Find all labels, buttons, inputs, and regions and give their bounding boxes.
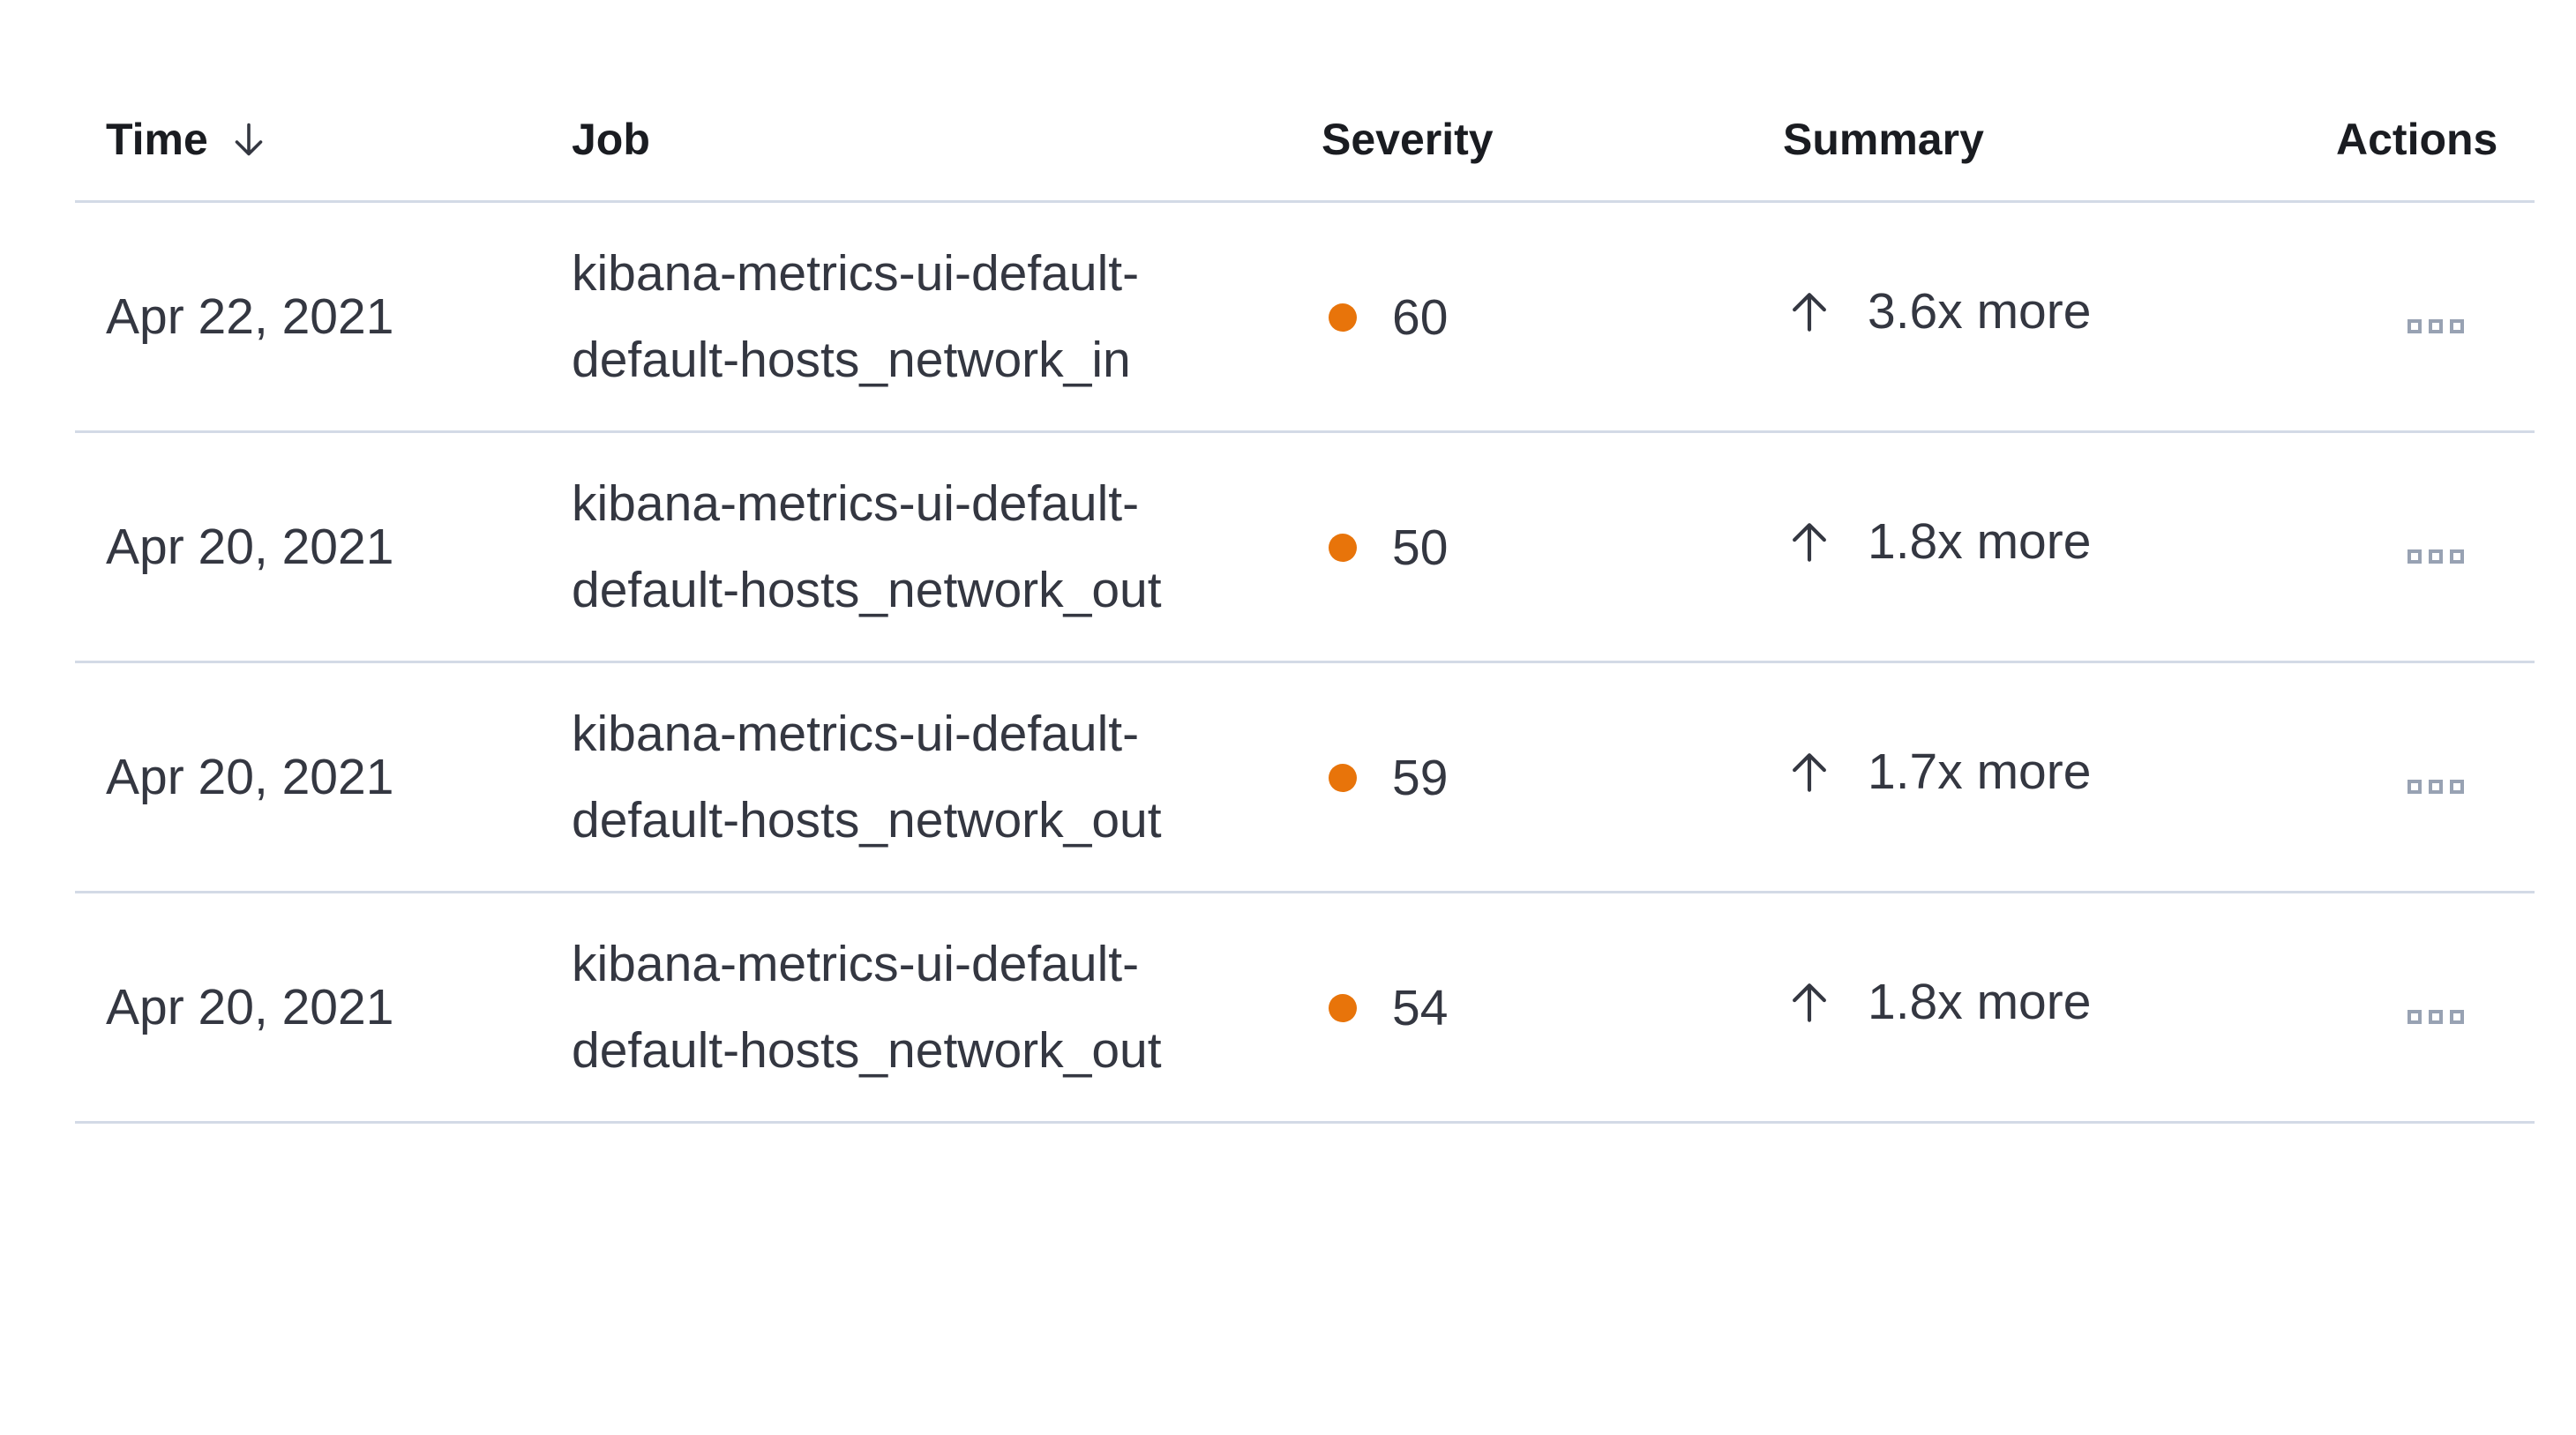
- column-header-job: Job: [572, 79, 1322, 203]
- severity-cell: 59: [1322, 661, 1783, 893]
- severity-dot-icon: [1329, 764, 1357, 792]
- column-header-severity: Severity: [1322, 79, 1783, 203]
- severity-cell: 54: [1322, 892, 1783, 1124]
- summary-cell: 3.6x more: [1783, 201, 2336, 433]
- severity-value: 59: [1392, 750, 1449, 806]
- actions-cell: [2336, 201, 2535, 433]
- severity-dot-icon: [1329, 303, 1357, 332]
- job-cell: kibana-metrics-ui-default-default-hosts_…: [572, 201, 1322, 433]
- boxes-horizontal-icon: [2407, 779, 2422, 794]
- summary-cell: 1.8x more: [1783, 431, 2336, 663]
- severity-cell: 60: [1322, 201, 1783, 433]
- sort-down-icon: [235, 123, 263, 156]
- arrow-up-icon: [1793, 983, 1826, 1022]
- arrow-up-icon: [1793, 523, 1826, 562]
- severity-dot-icon: [1329, 534, 1357, 562]
- severity-value: 50: [1392, 519, 1449, 576]
- column-header-job-label: Job: [572, 115, 650, 165]
- summary-text: 3.6x more: [1868, 283, 2092, 340]
- severity-value: 60: [1392, 289, 1449, 346]
- actions-cell: [2336, 431, 2535, 663]
- boxes-horizontal-icon: [2449, 318, 2464, 333]
- column-header-actions-label: Actions: [2336, 115, 2498, 165]
- table-row: Apr 20, 2021 kibana-metrics-ui-default-d…: [75, 661, 2535, 893]
- time-cell: Apr 22, 2021: [75, 201, 572, 433]
- column-header-actions: Actions: [2336, 79, 2535, 203]
- job-cell: kibana-metrics-ui-default-default-hosts_…: [572, 892, 1322, 1124]
- summary-text: 1.7x more: [1868, 744, 2092, 800]
- boxes-horizontal-icon: [2428, 779, 2443, 794]
- table-row: Apr 20, 2021 kibana-metrics-ui-default-d…: [75, 431, 2535, 663]
- boxes-horizontal-icon: [2449, 779, 2464, 794]
- actions-cell: [2336, 661, 2535, 893]
- boxes-horizontal-icon: [2449, 549, 2464, 564]
- column-header-severity-label: Severity: [1322, 115, 1494, 165]
- arrow-up-icon: [1793, 753, 1826, 792]
- column-header-time[interactable]: Time: [75, 79, 572, 203]
- column-header-summary: Summary: [1783, 79, 2336, 203]
- job-cell: kibana-metrics-ui-default-default-hosts_…: [572, 661, 1322, 893]
- boxes-horizontal-icon: [2428, 549, 2443, 564]
- severity-cell: 50: [1322, 431, 1783, 663]
- job-cell: kibana-metrics-ui-default-default-hosts_…: [572, 431, 1322, 663]
- column-header-summary-label: Summary: [1783, 115, 1984, 165]
- time-cell: Apr 20, 2021: [75, 892, 572, 1124]
- summary-text: 1.8x more: [1868, 513, 2092, 570]
- row-actions-button[interactable]: [2399, 310, 2473, 342]
- severity-dot-icon: [1329, 994, 1357, 1022]
- time-cell: Apr 20, 2021: [75, 661, 572, 893]
- boxes-horizontal-icon: [2407, 318, 2422, 333]
- severity-value: 54: [1392, 980, 1449, 1036]
- table-header: Time Job Severity Summary Actions: [75, 79, 2535, 203]
- boxes-horizontal-icon: [2449, 1009, 2464, 1024]
- arrow-up-icon: [1793, 293, 1826, 332]
- boxes-horizontal-icon: [2428, 318, 2443, 333]
- table-row: Apr 20, 2021 kibana-metrics-ui-default-d…: [75, 892, 2535, 1124]
- summary-cell: 1.8x more: [1783, 892, 2336, 1124]
- anomalies-table: Time Job Severity Summary Actions Apr: [75, 79, 2535, 1124]
- boxes-horizontal-icon: [2407, 549, 2422, 564]
- actions-cell: [2336, 892, 2535, 1124]
- row-actions-button[interactable]: [2399, 771, 2473, 803]
- boxes-horizontal-icon: [2428, 1009, 2443, 1024]
- column-header-time-label: Time: [106, 115, 208, 165]
- table-row: Apr 22, 2021 kibana-metrics-ui-default-d…: [75, 201, 2535, 433]
- summary-text: 1.8x more: [1868, 974, 2092, 1030]
- summary-cell: 1.7x more: [1783, 661, 2336, 893]
- boxes-horizontal-icon: [2407, 1009, 2422, 1024]
- time-cell: Apr 20, 2021: [75, 431, 572, 663]
- row-actions-button[interactable]: [2399, 541, 2473, 572]
- row-actions-button[interactable]: [2399, 1001, 2473, 1033]
